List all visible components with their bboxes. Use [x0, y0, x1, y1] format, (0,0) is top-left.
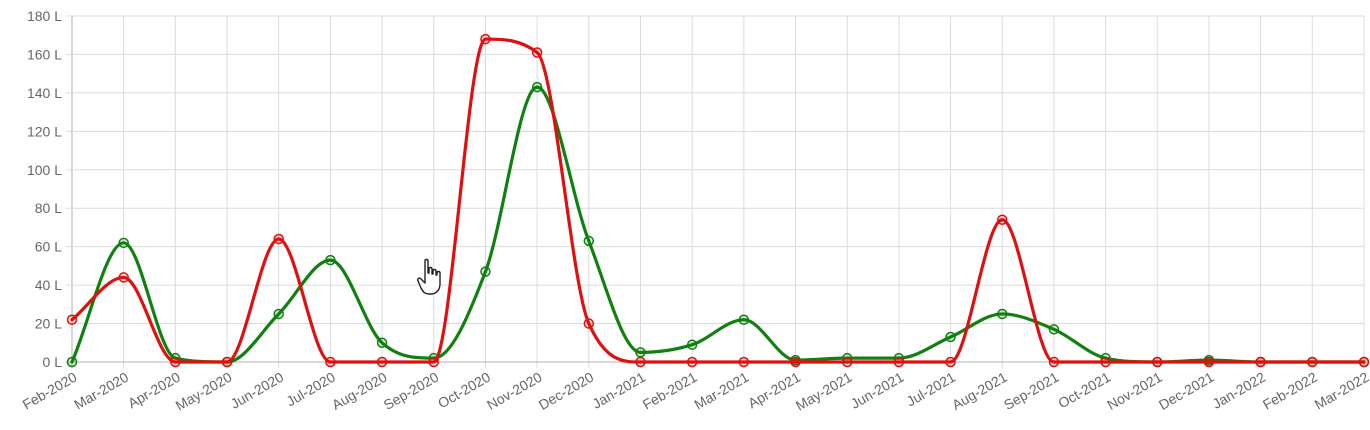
- y-tick-label: 80 L: [35, 200, 62, 216]
- data-point[interactable]: [1358, 356, 1370, 368]
- x-tick-label: Feb-2021: [640, 369, 700, 413]
- x-tick-label: Jan-2021: [589, 369, 648, 412]
- x-tick-label: Aug-2021: [949, 369, 1010, 413]
- data-point[interactable]: [635, 356, 646, 368]
- data-point[interactable]: [996, 308, 1008, 320]
- data-point[interactable]: [635, 347, 646, 358]
- data-point[interactable]: [686, 356, 698, 368]
- hand-pointer-icon: [417, 258, 441, 295]
- y-axis-ticks: 0 L 20 L 40 L 60 L 80 L 100 L 120 L 140 L 160 L 1…: [27, 8, 62, 370]
- x-tick-label: Nov-2020: [484, 369, 545, 413]
- x-gridlines: [71, 16, 1365, 368]
- data-point[interactable]: [738, 356, 750, 368]
- y-tick-label: 140 L: [27, 85, 62, 101]
- data-point[interactable]: [686, 339, 698, 350]
- x-axis-ticks: Feb-2020Mar-2020Apr-2020May-2020Jun-2020…: [20, 369, 1370, 414]
- data-point[interactable]: [1048, 356, 1060, 368]
- series-layer: [66, 33, 1370, 368]
- x-tick-label: Apr-2021: [745, 369, 803, 412]
- y-tick-label: 20 L: [35, 316, 62, 332]
- data-point[interactable]: [376, 337, 388, 349]
- data-point[interactable]: [325, 356, 336, 368]
- data-point[interactable]: [273, 308, 284, 320]
- data-point[interactable]: [1307, 356, 1318, 368]
- y-tick-label: 60 L: [35, 239, 62, 255]
- data-point[interactable]: [376, 356, 388, 368]
- x-tick-label: Jul-2020: [283, 369, 338, 410]
- x-tick-label: Oct-2021: [1055, 369, 1113, 412]
- x-tick-label: Jun-2021: [848, 369, 907, 412]
- data-point[interactable]: [1255, 356, 1266, 368]
- data-point[interactable]: [893, 356, 905, 368]
- data-point[interactable]: [480, 266, 491, 277]
- x-tick-label: Oct-2020: [435, 369, 493, 412]
- data-point[interactable]: [841, 356, 853, 368]
- data-point[interactable]: [480, 33, 491, 45]
- data-point[interactable]: [66, 356, 78, 368]
- x-tick-label: Apr-2020: [125, 369, 183, 412]
- data-point[interactable]: [945, 356, 956, 368]
- x-tick-label: May-2021: [793, 369, 855, 414]
- x-tick-label: Mar-2020: [71, 369, 131, 413]
- series-line: [70, 37, 1366, 364]
- x-tick-label: Jul-2021: [904, 369, 959, 410]
- data-point[interactable]: [996, 214, 1008, 226]
- data-point[interactable]: [531, 47, 543, 58]
- data-point[interactable]: [273, 233, 284, 245]
- x-tick-label: Dec-2020: [536, 369, 597, 413]
- data-point[interactable]: [790, 356, 801, 368]
- series-line: [70, 85, 1366, 364]
- y-tick-label: 180 L: [27, 8, 62, 24]
- x-tick-label: Aug-2020: [329, 369, 390, 413]
- data-point[interactable]: [1100, 356, 1111, 368]
- data-point[interactable]: [118, 237, 129, 249]
- x-tick-label: May-2020: [173, 369, 235, 414]
- x-tick-label: Feb-2020: [20, 369, 80, 413]
- x-tick-label: Sep-2021: [1001, 369, 1062, 413]
- x-tick-label: Feb-2022: [1260, 369, 1320, 413]
- data-point[interactable]: [945, 331, 956, 343]
- data-point[interactable]: [325, 254, 336, 266]
- y-tick-label: 0 L: [43, 354, 63, 370]
- x-tick-label: Sep-2020: [381, 369, 442, 413]
- x-tick-label: Nov-2021: [1104, 369, 1165, 413]
- data-point[interactable]: [1048, 324, 1060, 335]
- data-point[interactable]: [1203, 356, 1215, 368]
- data-point[interactable]: [118, 272, 129, 283]
- x-tick-label: Dec-2021: [1156, 369, 1217, 413]
- y-gridlines: [66, 15, 1364, 363]
- series-2: [66, 33, 1370, 368]
- y-tick-label: 40 L: [35, 277, 62, 293]
- data-point[interactable]: [531, 81, 543, 93]
- data-point[interactable]: [1152, 356, 1163, 368]
- x-tick-label: Jan-2022: [1210, 369, 1269, 412]
- data-point[interactable]: [583, 235, 595, 247]
- y-tick-label: 120 L: [27, 123, 62, 139]
- data-point[interactable]: [66, 314, 78, 325]
- x-tick-label: Mar-2021: [691, 369, 751, 413]
- y-tick-label: 100 L: [27, 162, 62, 178]
- data-point[interactable]: [428, 356, 440, 368]
- x-tick-label: Mar-2022: [1312, 369, 1370, 413]
- data-point[interactable]: [221, 356, 233, 368]
- data-point[interactable]: [738, 314, 750, 325]
- y-tick-label: 160 L: [27, 46, 62, 62]
- x-tick-label: Jun-2020: [228, 369, 287, 412]
- data-point[interactable]: [583, 318, 595, 329]
- data-point[interactable]: [170, 356, 181, 368]
